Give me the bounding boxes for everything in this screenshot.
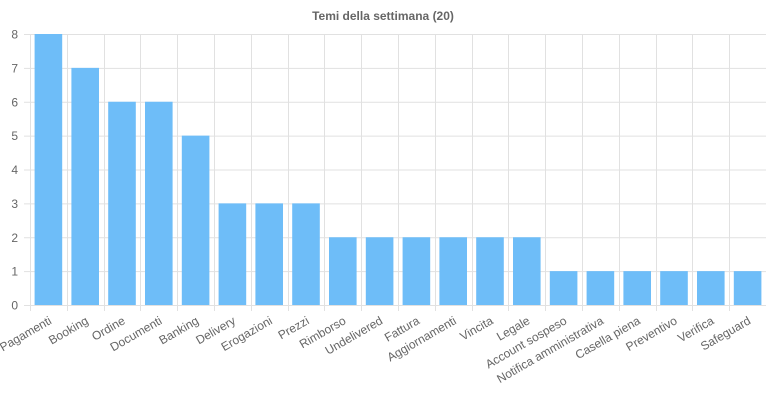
y-tick-label: 7: [11, 61, 18, 75]
y-axis: 0 1 2 3 4 5 6 7 8: [11, 28, 18, 313]
bar-legale[interactable]: [513, 237, 541, 305]
bar-prezzi[interactable]: [292, 203, 320, 305]
y-tick-label: 5: [11, 129, 18, 143]
x-tick-label: Booking: [46, 313, 91, 347]
bar-notifica-amministrativa[interactable]: [586, 271, 615, 305]
bar-account-sospeso[interactable]: [549, 271, 578, 305]
x-tick-label: Pagamenti: [0, 313, 54, 354]
y-tick-label: 8: [11, 28, 18, 42]
x-axis: PagamentiBookingOrdineDocumentiBankingDe…: [0, 313, 753, 386]
bar-undelivered[interactable]: [365, 237, 394, 305]
y-tick-label: 1: [11, 265, 18, 279]
y-tick-label: 0: [11, 299, 18, 313]
bar-vincita[interactable]: [476, 237, 504, 305]
y-tick-label: 2: [11, 231, 18, 245]
bar-documenti[interactable]: [145, 101, 173, 305]
y-tick-label: 6: [11, 95, 18, 109]
bar-pagamenti[interactable]: [34, 34, 63, 305]
bar-safeguard[interactable]: [733, 271, 762, 305]
bar-verifica[interactable]: [697, 271, 725, 305]
bar-fattura[interactable]: [402, 237, 431, 305]
bar-erogazioni[interactable]: [255, 203, 283, 305]
bar-ordine[interactable]: [108, 101, 136, 305]
y-tick-label: 3: [11, 197, 18, 211]
bar-banking[interactable]: [181, 135, 210, 305]
y-tick-label: 4: [11, 163, 18, 177]
bar-preventivo[interactable]: [660, 271, 688, 305]
bar-rimborso[interactable]: [329, 237, 357, 305]
x-tick-label: Banking: [157, 313, 202, 347]
bar-aggiornamenti[interactable]: [439, 237, 467, 305]
x-tick-label: Vincita: [457, 313, 495, 343]
chart-title: Temi della settimana (20): [312, 9, 454, 23]
bar-booking[interactable]: [71, 67, 99, 305]
bar-layer: [34, 34, 762, 305]
bar-delivery[interactable]: [218, 203, 247, 305]
bar-casella-piena[interactable]: [623, 271, 651, 305]
